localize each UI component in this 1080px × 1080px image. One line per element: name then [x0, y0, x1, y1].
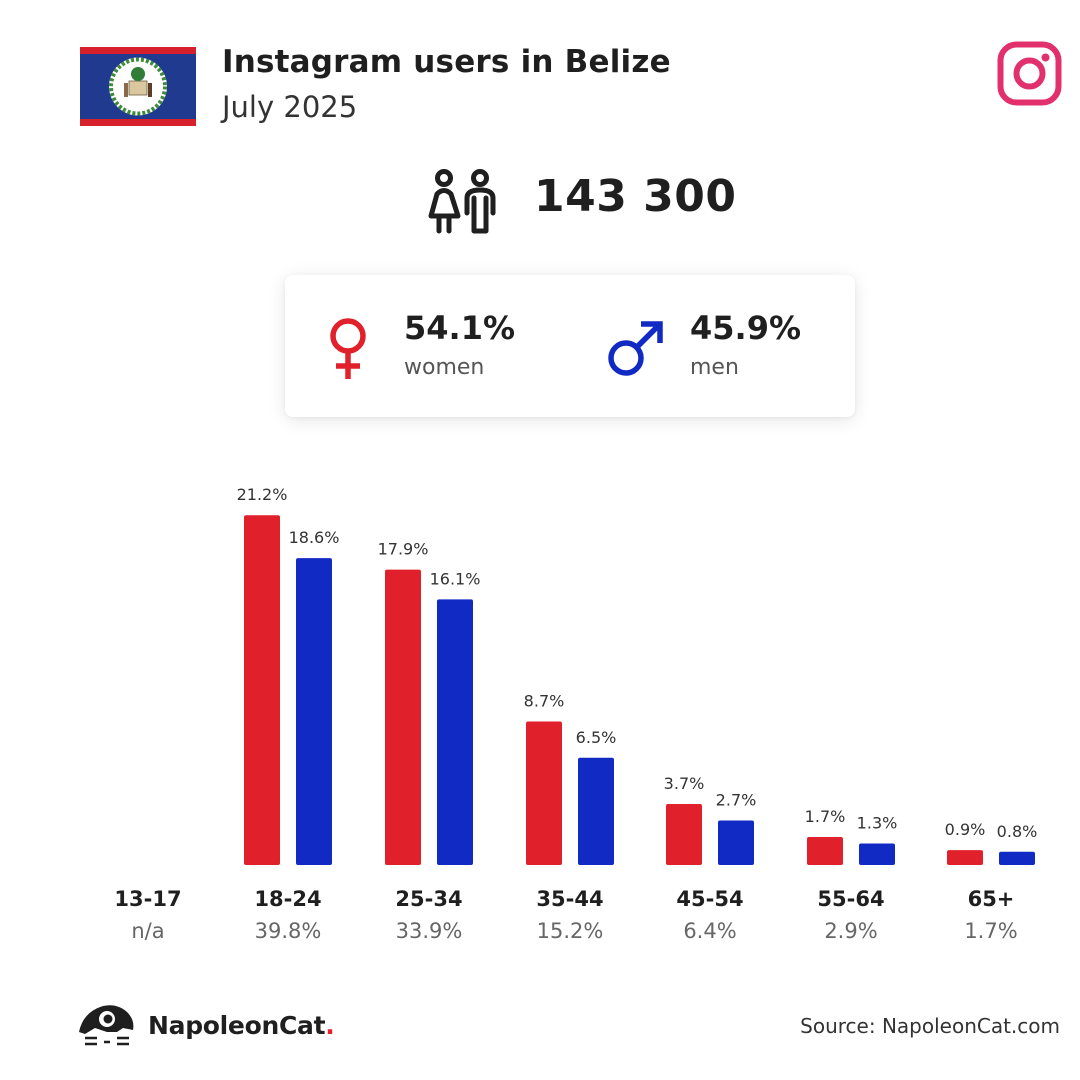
bar-value-label: 1.3%: [857, 814, 898, 833]
bar-men-25-34: [437, 599, 473, 865]
bar-value-label: 18.6%: [289, 528, 340, 547]
bar-value-label: 1.7%: [805, 807, 846, 826]
bar-men-65+: [999, 851, 1035, 865]
category-total: 1.7%: [964, 919, 1017, 943]
instagram-icon: [997, 41, 1062, 106]
brand-dot: .: [325, 1011, 335, 1040]
category-label: 55-64: [817, 887, 884, 911]
belize-flag: [80, 47, 196, 126]
bar-value-label: 21.2%: [237, 485, 288, 504]
category-label: 65+: [968, 887, 1015, 911]
bar-men-55-64: [859, 843, 895, 865]
bar-women-45-54: [666, 803, 702, 865]
men-label: men: [690, 355, 739, 380]
category-label: 18-24: [254, 887, 321, 911]
total-users: 143 300: [534, 171, 737, 222]
users-icon: [428, 169, 496, 234]
female-icon: [330, 318, 366, 379]
bar-value-label: 0.8%: [997, 822, 1038, 841]
source-text: Source: NapoleonCat.com: [800, 1014, 1060, 1038]
category-total: 6.4%: [683, 919, 736, 943]
women-label: women: [404, 355, 485, 380]
women-percent: 54.1%: [404, 309, 516, 347]
category-total: 39.8%: [255, 919, 322, 943]
category-total: 15.2%: [537, 919, 604, 943]
category-label: 13-17: [114, 887, 181, 911]
brand-name: NapoleonCat.: [148, 1011, 335, 1040]
bar-women-18-24: [244, 515, 280, 865]
category-label: 35-44: [536, 887, 603, 911]
men-percent: 45.9%: [690, 309, 802, 347]
bar-men-45-54: [718, 820, 754, 865]
bar-women-35-44: [526, 721, 562, 865]
page-subtitle: July 2025: [222, 90, 358, 124]
bar-value-label: 16.1%: [430, 569, 481, 588]
bar-women-25-34: [385, 569, 421, 865]
bar-value-label: 0.9%: [945, 820, 986, 839]
bar-women-65+: [947, 850, 983, 865]
bar-value-label: 8.7%: [524, 691, 565, 710]
page-title: Instagram users in Belize: [222, 44, 671, 80]
category-label: 45-54: [676, 887, 743, 911]
bar-value-label: 2.7%: [716, 790, 757, 809]
category-total: 33.9%: [396, 919, 463, 943]
brand-text: NapoleonCat: [148, 1011, 326, 1040]
bar-men-18-24: [296, 558, 332, 865]
male-icon: [608, 321, 663, 376]
category-label: 25-34: [395, 887, 462, 911]
category-total: n/a: [131, 919, 164, 943]
bar-value-label: 6.5%: [576, 728, 617, 747]
bar-value-label: 3.7%: [664, 774, 705, 793]
bar-women-55-64: [807, 836, 843, 865]
category-total: 2.9%: [824, 919, 877, 943]
napoleoncat-logo-icon: [79, 1005, 134, 1046]
bar-men-35-44: [578, 757, 614, 865]
gender-split-card: 54.1% women 45.9% men: [285, 275, 855, 417]
bar-value-label: 17.9%: [378, 540, 429, 559]
